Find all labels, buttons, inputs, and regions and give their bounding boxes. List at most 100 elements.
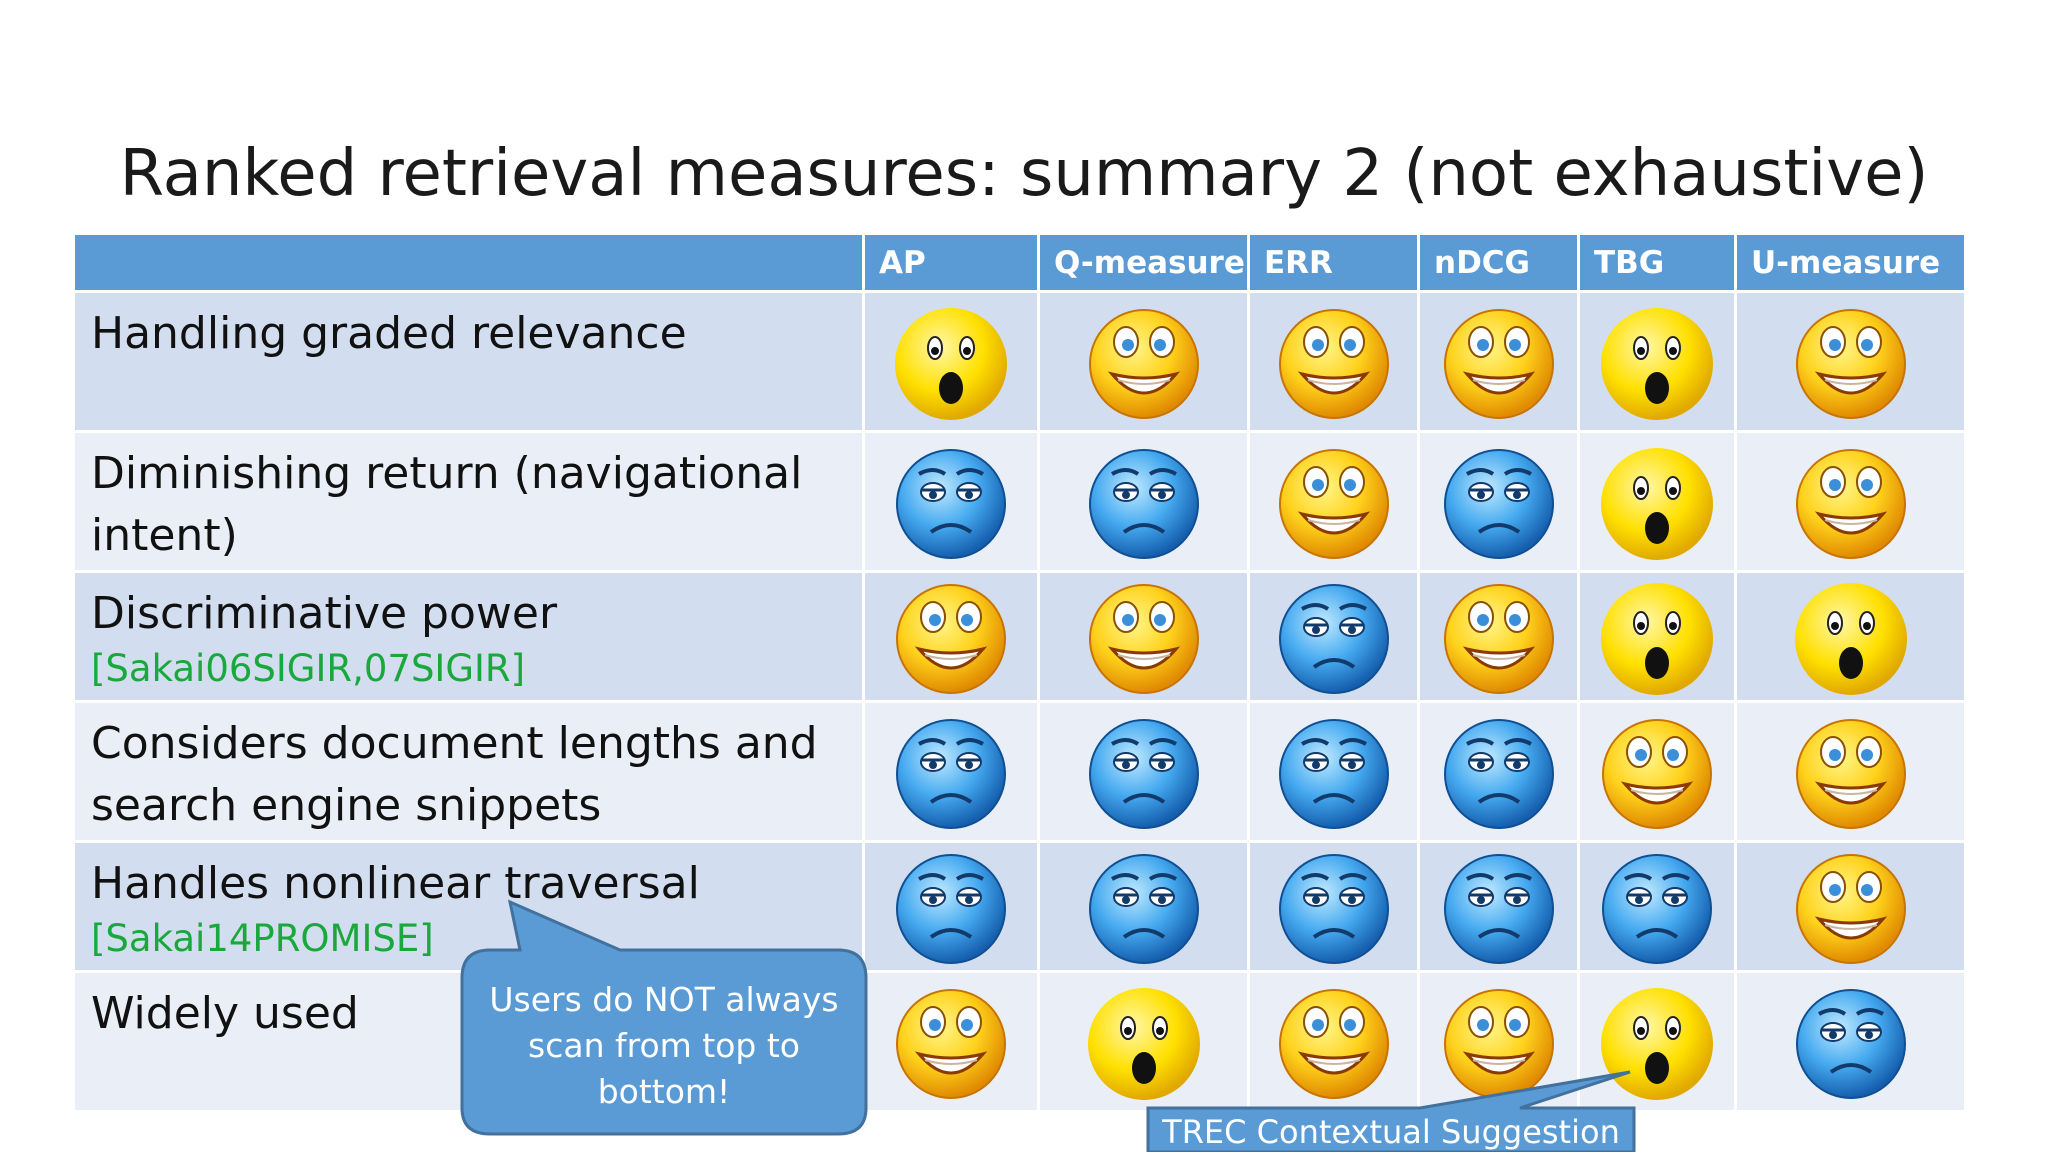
sad-face-icon [1420,440,1577,564]
rating-cell [1417,840,1580,973]
rating-cell [1577,290,1737,433]
rating-cell [1037,570,1250,703]
table-row: Handling graded relevance [72,290,1967,433]
rating-cell [1417,430,1580,573]
header-u-measure: U-measure [1734,232,1967,293]
rating-cell [862,700,1040,843]
rating-cell [1037,700,1250,843]
rating-cell [1734,700,1967,843]
row-citation: [Sakai14PROMISE] [91,917,434,960]
sad-face-icon [865,440,1037,564]
surprised-face-icon [1040,980,1247,1104]
header-q-measure: Q-measure [1037,232,1250,293]
rating-cell [862,290,1040,433]
sad-face-icon [865,710,1037,834]
table-row: Considers document lengths and search en… [72,700,1967,843]
rating-cell [1037,970,1250,1113]
surprised-face-icon [1580,300,1734,424]
row-label: Handles nonlinear traversal [91,858,700,909]
happy-face-icon [1420,575,1577,699]
sad-face-icon [1040,440,1247,564]
rating-cell [1734,840,1967,973]
sad-face-icon [865,845,1037,969]
rating-cell [862,570,1040,703]
row-label-cell: Diminishing return (navigational intent) [72,430,865,573]
rating-cell [862,970,1040,1113]
row-label-cell: Considers document lengths and search en… [72,700,865,843]
sad-face-icon [1250,845,1417,969]
rating-cell [1417,700,1580,843]
row-label: Widely used [91,988,359,1039]
rating-cell [1247,700,1420,843]
rating-cell [1577,570,1737,703]
table-row: Diminishing return (navigational intent) [72,430,1967,573]
rating-cell [1577,430,1737,573]
rating-cell [1247,290,1420,433]
users-callout-text: Users do NOT always scan from top to bot… [489,980,839,1111]
happy-face-icon [1040,300,1247,424]
row-label-cell: Discriminative power [Sakai06SIGIR,07SIG… [72,570,865,703]
sad-face-icon [1040,845,1247,969]
row-label: Diminishing return (navigational intent) [91,448,803,561]
happy-face-icon [1250,440,1417,564]
happy-face-icon [1250,300,1417,424]
trec-callout-text: TREC Contextual Suggestion [1162,1113,1620,1151]
rating-cell [1037,840,1250,973]
happy-face-icon [1580,710,1734,834]
rating-cell [1247,970,1420,1113]
happy-face-icon [1040,575,1247,699]
row-label-cell: Handling graded relevance [72,290,865,433]
sad-face-icon [1737,980,1964,1104]
rating-cell [1417,570,1580,703]
header-row: AP Q-measure ERR nDCG TBG U-measure [72,232,1967,293]
happy-face-icon [865,980,1037,1104]
header-err: ERR [1247,232,1420,293]
rating-cell [1577,970,1737,1113]
row-label: Considers document lengths and search en… [91,718,818,831]
rating-cell [1247,430,1420,573]
rating-cell [862,840,1040,973]
rating-cell [1734,430,1967,573]
rating-cell [1037,290,1250,433]
slide-title: Ranked retrieval measures: summary 2 (no… [119,137,1929,211]
measures-table: AP Q-measure ERR nDCG TBG U-measure Hand… [72,232,1967,1113]
row-citation: [Sakai06SIGIR,07SIGIR] [91,647,526,690]
sad-face-icon [1420,710,1577,834]
table-row: Widely used [72,970,1967,1113]
rating-cell [1247,570,1420,703]
surprised-face-icon [1580,440,1734,564]
rating-cell [1734,290,1967,433]
rating-cell [1577,700,1737,843]
header-feature [72,232,865,293]
sad-face-icon [1250,575,1417,699]
header-ndcg: nDCG [1417,232,1580,293]
rating-cell [1577,840,1737,973]
rating-cell [1037,430,1250,573]
row-label: Discriminative power [91,588,558,639]
happy-face-icon [1737,300,1964,424]
happy-face-icon [1420,980,1577,1104]
surprised-face-icon [865,300,1037,424]
happy-face-icon [1420,300,1577,424]
happy-face-icon [1737,845,1964,969]
sad-face-icon [1040,710,1247,834]
rating-cell [1417,970,1580,1113]
happy-face-icon [865,575,1037,699]
surprised-face-icon [1580,575,1734,699]
rating-cell [1417,290,1580,433]
rating-cell [1247,840,1420,973]
sad-face-icon [1250,710,1417,834]
header-tbg: TBG [1577,232,1737,293]
header-ap: AP [862,232,1040,293]
surprised-face-icon [1737,575,1964,699]
happy-face-icon [1737,440,1964,564]
rating-cell [862,430,1040,573]
row-label-cell: Handles nonlinear traversal [Sakai14PROM… [72,840,865,973]
happy-face-icon [1250,980,1417,1104]
surprised-face-icon [1580,980,1734,1104]
happy-face-icon [1737,710,1964,834]
row-label: Handling graded relevance [91,308,687,359]
rating-cell [1734,970,1967,1113]
table-row: Handles nonlinear traversal [Sakai14PROM… [72,840,1967,973]
sad-face-icon [1420,845,1577,969]
